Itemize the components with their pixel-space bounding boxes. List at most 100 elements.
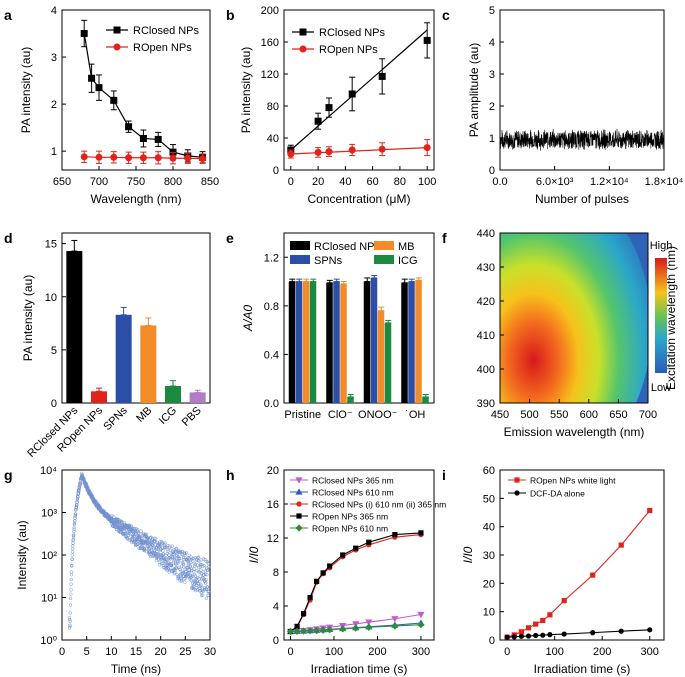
data-point	[173, 549, 177, 553]
data-point	[133, 527, 137, 531]
data-point	[178, 568, 182, 572]
data-point	[166, 549, 170, 553]
panel-h: h 0 100 200 300 0 4 8 12 16 20 I/I0 Irradiation time…	[226, 465, 446, 676]
bar	[401, 282, 408, 403]
y-axis-label: I/I0	[461, 546, 475, 563]
y-tick-label: 30	[483, 550, 495, 562]
data-point	[166, 567, 171, 571]
data-point	[125, 536, 129, 540]
data-point	[139, 529, 143, 533]
legend-swatch	[374, 255, 394, 264]
data-point	[423, 144, 431, 152]
pulse-trace	[499, 128, 665, 151]
data-point	[69, 582, 73, 586]
x-tick-label: 60	[367, 176, 379, 188]
data-point	[151, 543, 155, 547]
data-point	[125, 154, 133, 162]
y-tick-label: 1	[51, 146, 57, 158]
data-point	[199, 155, 207, 163]
bar	[408, 281, 415, 403]
y-tick-label: 20	[267, 465, 279, 477]
legend-marker	[295, 477, 303, 484]
x-axis-label: Concentration (μM)	[308, 192, 411, 206]
x-tick-label: 750	[127, 176, 145, 188]
data-point	[178, 567, 182, 571]
y-tick-label: 12	[267, 533, 279, 545]
panel-label: f	[442, 230, 447, 246]
data-point	[67, 616, 72, 620]
data-point	[325, 104, 333, 112]
data-point	[153, 543, 157, 547]
category-label: PBS	[180, 405, 204, 429]
data-point	[173, 557, 177, 561]
data-point	[366, 539, 372, 545]
data-point	[590, 630, 596, 636]
y-axis-label: Intensity (au)	[15, 520, 29, 589]
category-label: ClO⁻	[328, 409, 353, 421]
data-point	[88, 74, 96, 82]
data-point	[74, 505, 79, 509]
data-point	[73, 512, 78, 516]
data-point	[182, 565, 186, 569]
panel-i: i 0 100 200 300 0 10 20 30 40 50 60 I/I0 Irradiation …	[442, 465, 665, 676]
data-point	[205, 573, 209, 577]
category-label: MB	[134, 405, 154, 425]
x-tick-label: 700	[639, 409, 657, 421]
decay-points	[67, 471, 211, 630]
y-axis-label: PA intensity (au)	[239, 47, 253, 133]
y-tick-label: 4	[51, 5, 57, 17]
data-point	[70, 563, 74, 568]
x-tick-label: 30	[204, 646, 216, 658]
data-point	[112, 515, 116, 519]
data-point	[69, 592, 73, 596]
data-point	[154, 135, 162, 143]
y-tick-label: 15	[45, 239, 57, 251]
y-tick-label: 2	[489, 101, 495, 113]
data-point	[547, 632, 553, 638]
data-point	[326, 626, 334, 634]
legend-label: RClosed NPs (i) 610 nm (ii) 365 nm	[312, 500, 446, 510]
data-point	[180, 564, 184, 568]
data-point	[392, 532, 398, 538]
data-point	[143, 532, 148, 536]
panel-c: c 0.0 6.0×10³ 1.2×10⁴ 1.8×10⁴ 0 1 2 3 4 5 Number of…	[442, 5, 684, 206]
data-point	[647, 507, 653, 514]
data-point	[181, 570, 185, 575]
data-point	[161, 549, 165, 553]
data-point	[72, 526, 76, 530]
data-point	[647, 627, 653, 633]
data-point	[126, 533, 131, 537]
data-point	[146, 543, 150, 548]
plot-frame	[283, 232, 435, 404]
data-point	[157, 544, 161, 549]
y-tick-label: 3	[51, 52, 57, 64]
data-point	[590, 572, 596, 578]
data-point	[196, 558, 200, 563]
y-tick-label: 120	[261, 69, 279, 81]
data-point	[188, 568, 192, 572]
y-tick-label: 430	[477, 262, 495, 274]
data-point	[139, 154, 147, 162]
data-point	[77, 489, 81, 493]
data-point	[196, 555, 201, 559]
y-axis-label: I/I0	[247, 546, 261, 563]
data-point	[148, 554, 153, 559]
data-point	[618, 628, 624, 634]
y-tick-label: 0	[273, 165, 279, 177]
data-point	[319, 626, 327, 634]
data-point	[142, 544, 146, 548]
legend-label: ROpen NPs	[319, 44, 378, 56]
data-point	[504, 634, 510, 640]
fit-line	[290, 147, 428, 155]
data-point	[348, 146, 356, 154]
data-point	[518, 629, 524, 635]
data-point	[201, 593, 205, 597]
data-point	[193, 564, 197, 568]
data-point	[300, 611, 307, 617]
data-point	[205, 585, 210, 589]
x-tick-label: 0.0	[492, 176, 507, 188]
legend-label: MB	[398, 241, 415, 253]
bar	[377, 310, 385, 403]
data-point	[154, 154, 162, 162]
data-point	[172, 558, 177, 562]
